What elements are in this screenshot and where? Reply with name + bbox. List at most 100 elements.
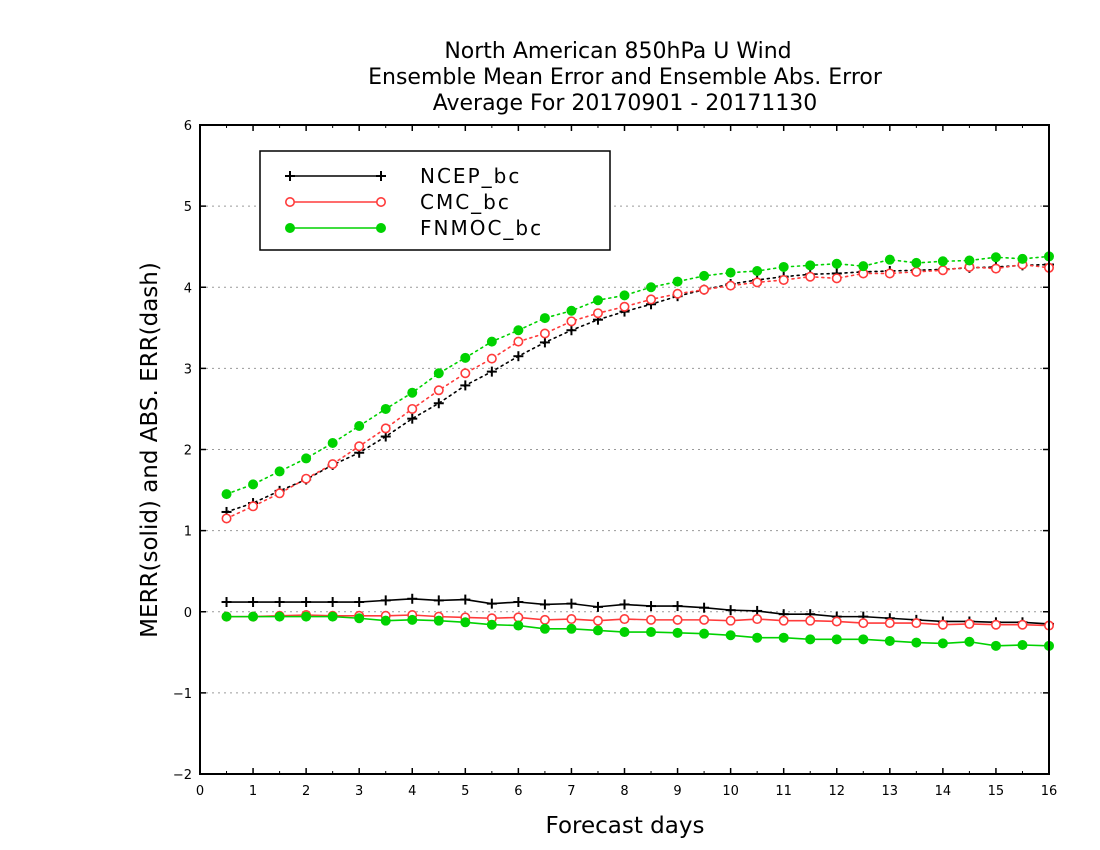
- fnmoc-bc-merr-point: [619, 627, 630, 638]
- fnmoc-bc-abs-err-point: [831, 258, 842, 269]
- marker-circle: [619, 301, 630, 312]
- cmc-bc-merr-point: [831, 616, 842, 627]
- marker-circle: [699, 284, 710, 295]
- fnmoc-bc-abs-err-point: [1017, 253, 1028, 264]
- fnmoc-bc-abs-err-point: [327, 438, 338, 449]
- cmc-bc-abs-err-point: [619, 301, 630, 312]
- marker-circle: [433, 615, 444, 626]
- cmc-bc-abs-err-point: [646, 294, 657, 305]
- cmc-bc-abs-err-point: [831, 273, 842, 284]
- marker-circle: [937, 265, 948, 276]
- fnmoc-bc-merr-point: [539, 623, 550, 634]
- cmc-bc-abs-err-point: [805, 271, 816, 282]
- marker-circle: [964, 255, 975, 266]
- marker-circle: [221, 489, 232, 500]
- fnmoc-bc-abs-err-point: [646, 282, 657, 293]
- fnmoc-bc-merr-point: [380, 615, 391, 626]
- y-tick-label: 1: [184, 525, 192, 540]
- fnmoc-bc-merr-point: [858, 634, 869, 645]
- marker-circle: [805, 615, 816, 626]
- marker-circle: [327, 438, 338, 449]
- ncep-bc-merr-point: [646, 601, 657, 612]
- fnmoc-bc-merr-point: [752, 632, 763, 643]
- marker-circle: [375, 197, 386, 208]
- cmc-bc-merr-point: [884, 618, 895, 629]
- cmc-bc-abs-err-point: [354, 441, 365, 452]
- marker-circle: [539, 313, 550, 324]
- fnmoc-bc-abs-err-point: [221, 489, 232, 500]
- marker-circle: [937, 256, 948, 267]
- marker-circle: [460, 352, 471, 363]
- fnmoc-bc-abs-err-point: [752, 266, 763, 277]
- y-tick-label: −2: [173, 768, 192, 783]
- marker-circle: [858, 634, 869, 645]
- marker-circle: [990, 252, 1001, 263]
- cmc-bc-abs-err-point: [778, 274, 789, 285]
- y-tick-label: 2: [184, 444, 192, 459]
- y-tick-label: −1: [173, 687, 192, 702]
- marker-circle: [858, 618, 869, 629]
- marker-circle: [752, 614, 763, 625]
- ncep-bc-merr-point: [301, 597, 312, 608]
- legend-box: [259, 150, 611, 251]
- fnmoc-bc-abs-err-point: [592, 295, 603, 306]
- marker-circle: [619, 290, 630, 301]
- marker-circle: [778, 632, 789, 643]
- marker-circle: [274, 611, 285, 622]
- chart-title-line-1: North American 850hPa U Wind: [444, 39, 791, 64]
- fnmoc-bc-merr-point: [964, 636, 975, 647]
- fnmoc-bc-abs-err-point: [725, 267, 736, 278]
- y-tick-label: 3: [184, 362, 192, 377]
- marker-circle: [407, 403, 418, 414]
- fnmoc-bc-abs-err-point: [858, 261, 869, 272]
- cmc-bc-abs-err-point: [486, 353, 497, 364]
- fnmoc-bc-abs-err-point: [566, 305, 577, 316]
- fnmoc-bc-merr-point: [566, 623, 577, 634]
- ncep-bc-merr-point: [380, 595, 391, 606]
- marker-circle: [911, 618, 922, 629]
- cmc-bc-abs-err-point: [911, 266, 922, 277]
- legend-marker-cmc-bc: [375, 197, 386, 208]
- series-layer: [221, 251, 1055, 651]
- marker-circle: [1017, 619, 1028, 630]
- ncep-bc-abs-err-point: [566, 325, 577, 336]
- marker-circle: [592, 615, 603, 626]
- fnmoc-bc-abs-err-point: [911, 257, 922, 268]
- marker-circle: [327, 611, 338, 622]
- marker-circle: [380, 615, 391, 626]
- marker-circle: [778, 274, 789, 285]
- marker-circle: [699, 270, 710, 281]
- fnmoc-bc-merr-point: [672, 627, 683, 638]
- fnmoc-bc-abs-err-point: [805, 260, 816, 271]
- cmc-bc-abs-err-point: [539, 328, 550, 339]
- fnmoc-bc-merr-point: [513, 620, 524, 631]
- fnmoc-bc-abs-err-point: [539, 313, 550, 324]
- marker-circle: [911, 266, 922, 277]
- marker-circle: [699, 614, 710, 625]
- cmc-bc-merr-point: [911, 618, 922, 629]
- marker-circle: [672, 288, 683, 299]
- legend-label-fnmoc-bc: FNMOC_bc: [420, 216, 543, 240]
- fnmoc-bc-abs-err-point: [433, 368, 444, 379]
- fnmoc-bc-merr-point: [1017, 640, 1028, 651]
- marker-circle: [221, 513, 232, 524]
- fnmoc-bc-abs-err-point: [990, 252, 1001, 263]
- marker-circle: [221, 611, 232, 622]
- marker-circle: [831, 616, 842, 627]
- marker-circle: [911, 257, 922, 268]
- marker-circle: [592, 295, 603, 306]
- chart-title-line-2: Ensemble Mean Error and Ensemble Abs. Er…: [368, 65, 883, 90]
- ncep-bc-merr-point: [354, 597, 365, 608]
- fnmoc-bc-abs-err-point: [619, 290, 630, 301]
- fnmoc-bc-merr-point: [831, 634, 842, 645]
- marker-circle: [725, 630, 736, 641]
- x-tick-label: 10: [722, 784, 739, 799]
- x-tick-label: 7: [567, 784, 575, 799]
- ncep-bc-abs-err-point: [433, 398, 444, 409]
- marker-circle: [1017, 640, 1028, 651]
- x-tick-label: 8: [620, 784, 628, 799]
- fnmoc-bc-merr-point: [778, 632, 789, 643]
- marker-circle: [911, 637, 922, 648]
- marker-circle: [513, 612, 524, 623]
- cmc-bc-merr-point: [566, 614, 577, 625]
